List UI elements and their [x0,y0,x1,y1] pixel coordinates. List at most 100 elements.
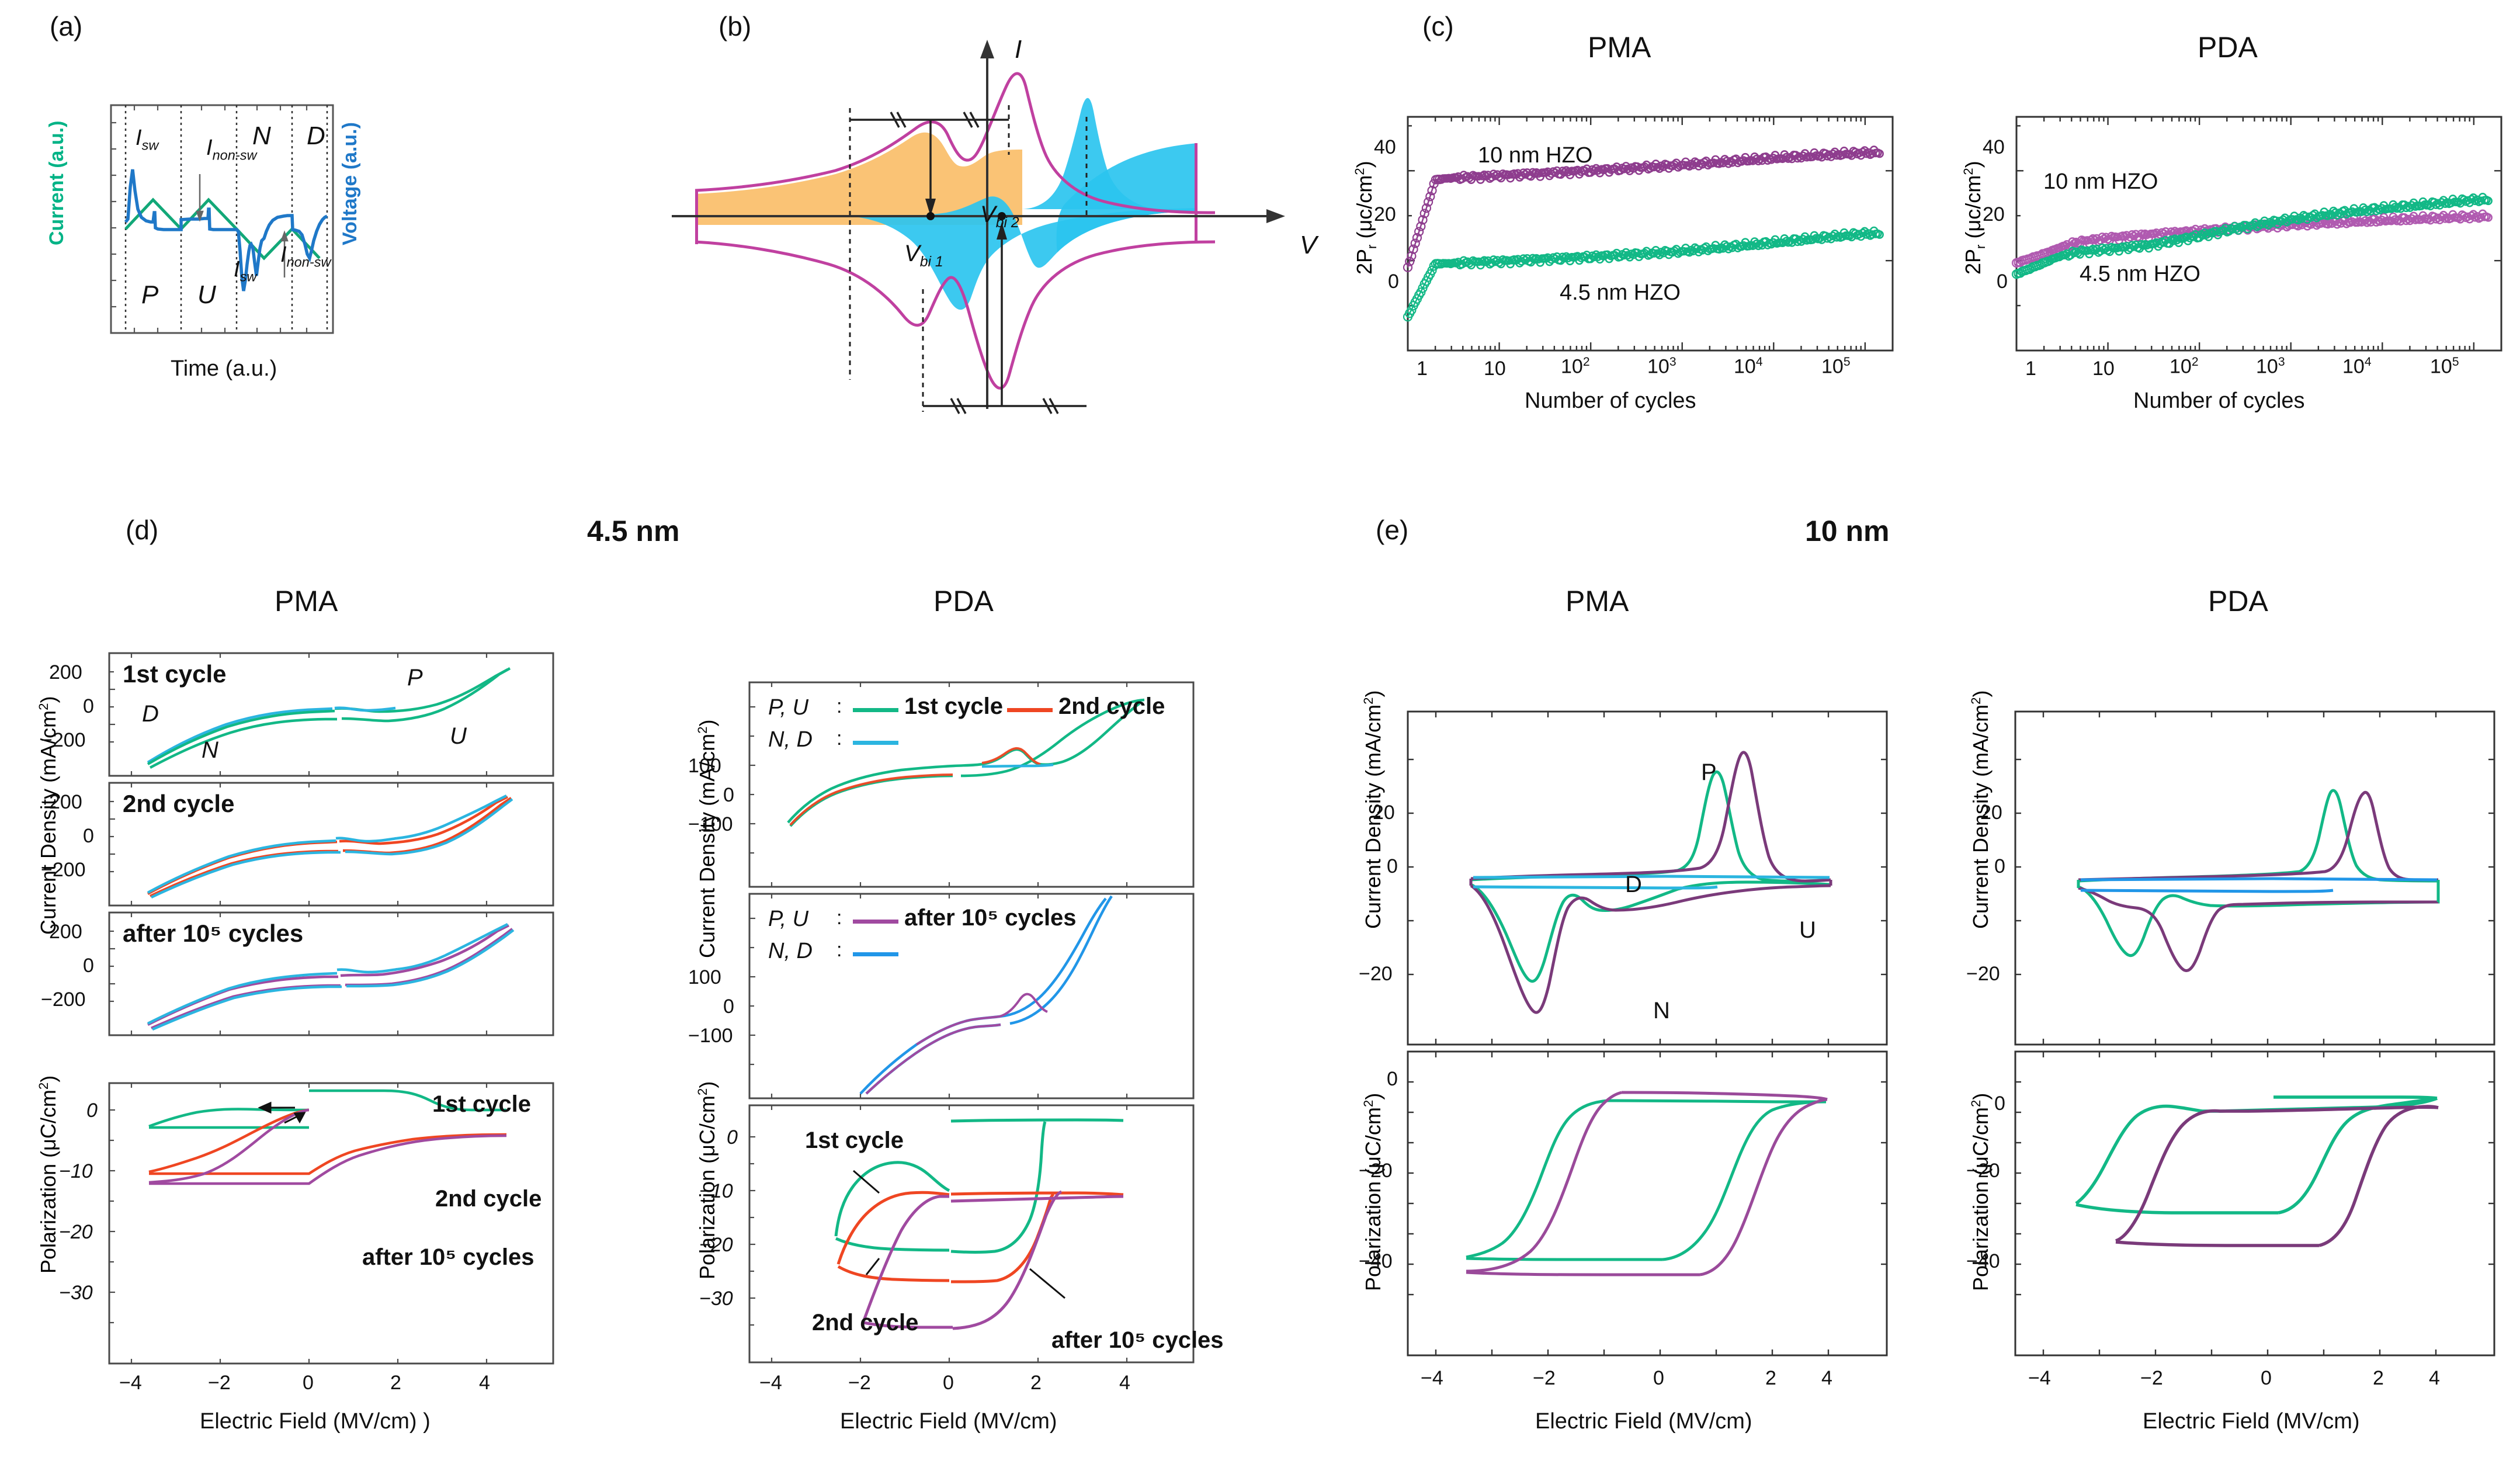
panel-d-pda-legend-top-key1: P, U [768,695,809,720]
panel-c-pda-ytick-20: 20 [1983,203,2005,226]
panel-d-pda-legend-bot-colon2: : [836,939,842,961]
panel-d-pda-legend-top-item1: 1st cycle [904,693,1004,719]
e-pda-pe-green-right [2278,1097,2438,1215]
vbi1-arrow-head [925,199,936,216]
e-pda-pe-purple-left [2115,1109,2249,1243]
panel-d-pda-pe-label-after: after 10⁵ cycles [1051,1327,1224,1353]
panel-a-ylabel-left: Current (a.u.) [46,120,68,245]
panel-c-pma-xtick-100: 102 [1561,355,1590,378]
panel-e-pda-iv-ytick-20: 20 [1980,802,2002,824]
panel-e-pma-label-U: U [1799,917,1816,943]
panel-e-pda-pe [2014,1050,2495,1357]
panel-c-pma-xlabel: Number of cycles [1525,388,1696,413]
e-pma-green-lower [1470,880,1830,983]
panel-b-vbi1-label: Vbi 1 [904,241,943,270]
panel-d-pma-xlabel: Electric Field (MV/cm) ) [200,1409,431,1434]
e-pma-pe-purple-left [1466,1091,1622,1273]
curve-after-blue-a [147,922,509,1025]
panel-d-pma-xtick-n4: −4 [119,1372,142,1394]
panel-e-pma-label-D: D [1625,872,1642,897]
e-pda-pe-purple-top [2248,1105,2439,1113]
panel-d-pma3-ytick-200: 200 [49,921,82,943]
panel-b-letter: (b) [718,11,752,41]
panel-e-pma-xlabel: Electric Field (MV/cm) [1535,1409,1752,1434]
panel-e-pma-xtick-n2: −2 [1533,1367,1556,1389]
panel-d-pda-pe-label-1st: 1st cycle [805,1128,904,1153]
panel-c-pda-ylabel: 2Pr (μc/cm2) [1961,161,1988,275]
panel-c-pda-xtick-100000: 105 [2430,355,2459,378]
pe-red-lower [149,1133,507,1175]
panel-c-pda-title: PDA [2198,31,2258,64]
pda-pe-green-left [834,1161,950,1237]
panel-d-pda-legend-swatch-2nd [1007,708,1053,712]
panel-e-pda-pe-ytick-0: 0 [1994,1092,2005,1115]
panel-e-pma-xtick-n4: −4 [1421,1367,1443,1389]
e-pma-pe-green-right [1662,1100,1827,1261]
panel-d-pda-pe-label-2nd: 2nd cycle [812,1310,919,1335]
panel-c-pda-xtick-100: 102 [2170,355,2199,378]
panel-e-pma-iv-ytick-0: 0 [1387,855,1398,877]
panel-e-pma-iv-ytick-n20: −20 [1359,963,1393,985]
panel-c-pma-ytick-0: 0 [1388,270,1399,293]
panel-d-pda-pe-ytick-n20: −20 [699,1234,733,1256]
panel-d-thickness: 4.5 nm [587,515,680,547]
panel-d-letter: (d) [126,515,159,545]
panel-e-pda-pe-ytick-n20: −20 [1966,1160,2000,1182]
e-pda-pe-green-bottom [2075,1203,2278,1215]
panel-d-pda-xtick-2: 2 [1030,1372,1042,1394]
panel-e-pda-xtick-4: 4 [2429,1367,2440,1389]
panel-d-pda-xtick-0: 0 [943,1372,954,1394]
panel-c-pma-plot [1403,116,1894,352]
panel-c-pda-xtick-1000: 103 [2256,355,2285,378]
panel-d-pma2-ytick-0: 0 [83,825,94,847]
pda-pe-green-bottom [835,1237,950,1252]
pda-top-blue [981,763,1054,768]
curve-nd-1st-b [334,706,396,712]
panel-d-pma2-ytick-n200: −200 [41,859,86,881]
e-pda-blue [2080,877,2438,882]
pda-pe-red-left [836,1191,950,1265]
curve-pu-1st-return [149,667,511,769]
orange-region [695,132,1022,225]
panel-c-pma-xtick-1000: 103 [1647,355,1676,378]
panel-e-pda-iv [2014,710,2495,1046]
panel-c-pma-xtick-100000: 105 [1821,355,1851,378]
panel-a-region-u: U [197,280,216,309]
panel-d-pma-xtick-0: 0 [303,1372,314,1394]
curve-2nd-blue-a [147,794,508,894]
vbi1-dot [926,212,935,220]
cyan-peak [1022,98,1157,209]
panel-d-pma2-ytick-200: 200 [49,791,82,813]
panel-d-pma-pe-ytick-n20: −20 [59,1221,93,1243]
panel-d-pda-iv-bottom [748,893,1195,1099]
magenta-curve-upper [695,72,1216,214]
panel-a-ylabel-right: Voltage (a.u.) [339,122,361,245]
panel-c-pma-xtick-1: 1 [1417,358,1428,380]
panel-b-diagram [672,23,1332,432]
vbi2-arrow-head [997,222,1007,240]
panel-d-pma-label-P: P [407,665,423,691]
panel-d-pma-iv-2nd [108,782,554,907]
panel-c-pda-series-thick-label: 10 nm HZO [2043,169,2158,194]
voltage-trace [124,197,321,261]
e-pma-pe-purple-top [1621,1091,1828,1101]
panel-e-pda-xtick-0: 0 [2261,1367,2272,1389]
panel-d-pma-xtick-n2: −2 [208,1372,231,1394]
pda-pe-green-top [950,1118,1124,1123]
panel-d-pma-pe-ytick-n30: −30 [59,1282,93,1304]
panel-a-plot [110,104,334,334]
series-4-5-nm-hzo [2011,193,2493,279]
panel-e-pma-xtick-0: 0 [1653,1367,1664,1389]
bottom-measure-bar [923,240,1087,414]
panel-a-isw-bottom: Isw [234,257,257,285]
panel-d-pma-title: PMA [275,585,338,617]
panel-d-pda-pe-ytick-n10: −10 [699,1180,733,1202]
pda-pe-red-top [950,1191,1124,1196]
pda-pe-purple-bottom [863,1321,953,1329]
panel-e-pda-iv-ytick-n20: −20 [1966,963,2000,985]
panel-d-pma-label-N: N [202,737,218,763]
curve-2nd-blue-b [151,798,513,899]
panel-b-axis-v-label: V [1300,231,1317,259]
panel-d-pda-legend-swatch-nd [853,741,898,745]
